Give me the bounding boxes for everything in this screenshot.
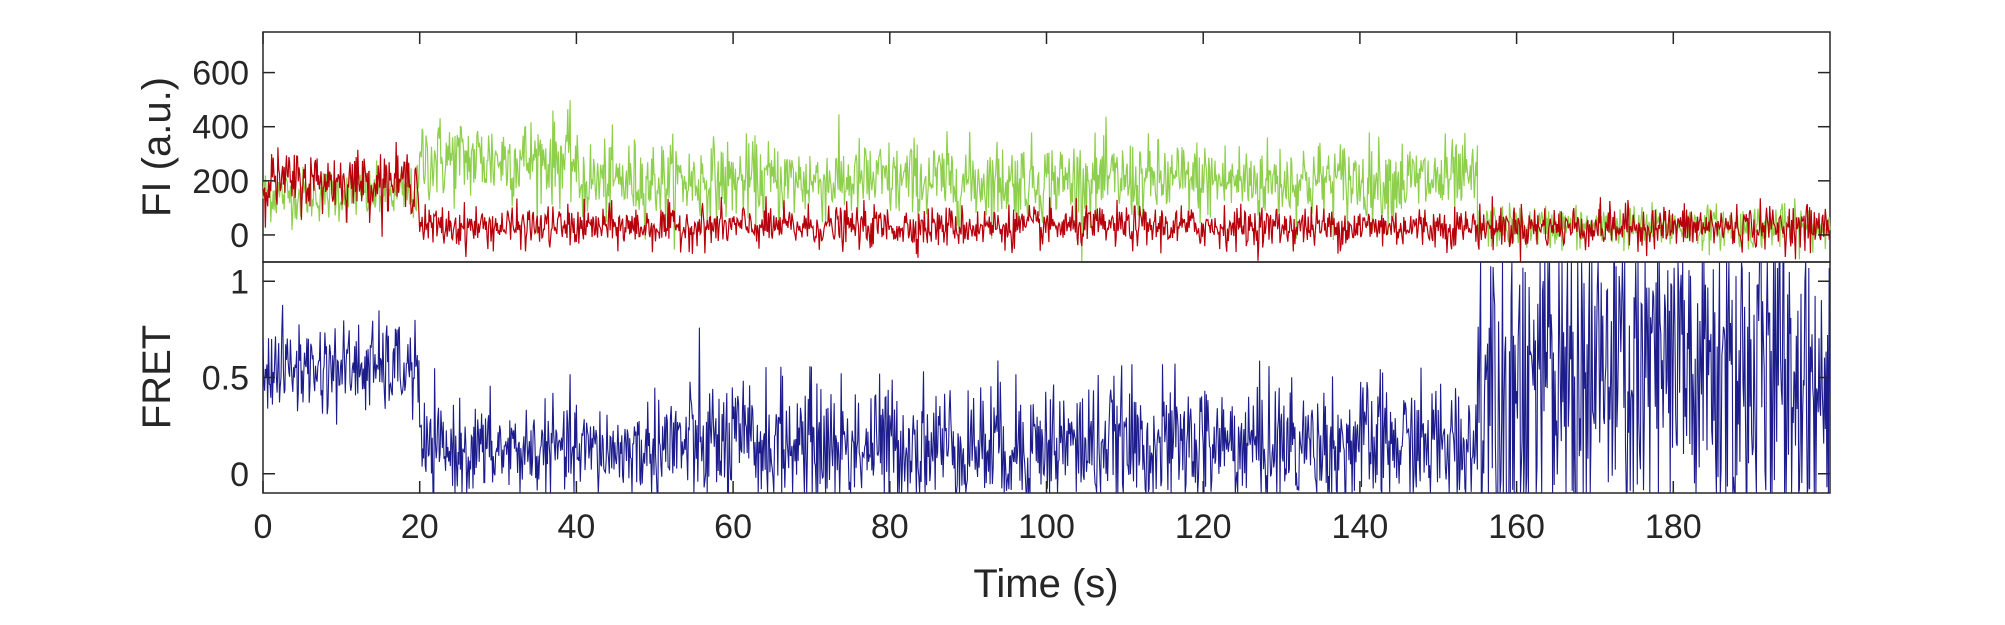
- fluorescence-y-tick-label: 0: [230, 217, 249, 255]
- fret-panel: 00.51 0 20 40 60 80 100 120 140 160 180 FRET Time…: [135, 32, 1831, 606]
- time-x-tick-label: 180: [1645, 508, 1702, 546]
- time-x-tick-label: 0: [254, 508, 273, 546]
- time-x-tick-label: 140: [1332, 508, 1389, 546]
- acceptor-trace-line: [262, 141, 1831, 263]
- time-x-axis-label: Time (s): [973, 562, 1118, 606]
- fluorescence-panel: 0 200 400 600 FI (a.u.): [135, 31, 1831, 263]
- time-x-tick-label: 60: [714, 508, 752, 546]
- donor-trace-line: [262, 100, 1831, 263]
- fluorescence-y-ticks: 0 200 400 600: [192, 55, 1830, 255]
- time-x-tick-label: 100: [1018, 508, 1075, 546]
- fret-trace: [262, 261, 1831, 494]
- time-x-tick-label: 80: [871, 508, 909, 546]
- time-x-ticks: 0 20 40 60 80 100 120 140 160 180: [254, 32, 1702, 546]
- time-x-tick-label: 120: [1175, 508, 1232, 546]
- fret-y-tick-label: 1: [230, 263, 249, 301]
- fluorescence-y-tick-label: 400: [192, 109, 249, 147]
- time-x-tick-label: 20: [401, 508, 439, 546]
- fluorescence-traces: [262, 100, 1831, 263]
- fluorescence-y-tick-label: 200: [192, 163, 249, 201]
- fluorescence-y-tick-label: 600: [192, 55, 249, 93]
- time-x-tick-label: 160: [1488, 508, 1545, 546]
- fret-y-tick-label: 0: [230, 456, 249, 494]
- fret-y-ticks: 00.51: [202, 263, 1830, 494]
- fret-y-tick-label: 0.5: [202, 360, 249, 398]
- fret-trace-line: [262, 261, 1831, 494]
- fret-y-axis-label: FRET: [135, 325, 179, 429]
- time-x-tick-label: 40: [557, 508, 595, 546]
- fluorescence-y-axis-label: FI (a.u.): [135, 77, 179, 217]
